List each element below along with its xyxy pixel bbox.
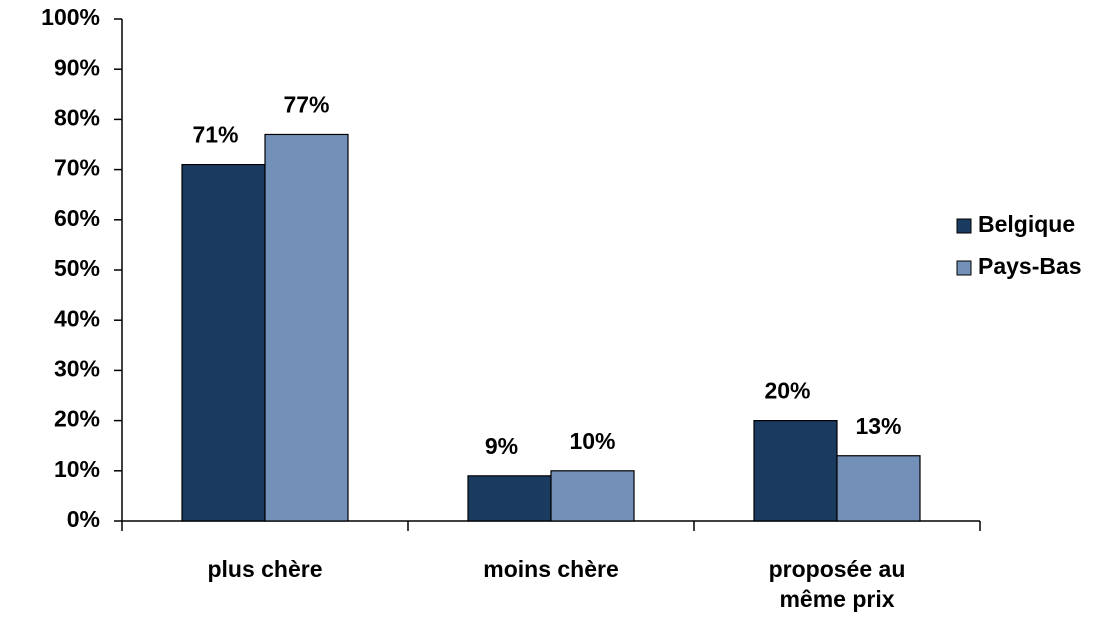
legend-swatch <box>956 218 972 234</box>
data-label: 10% <box>569 428 615 454</box>
y-tick-label: 60% <box>54 205 100 231</box>
bar <box>181 163 266 522</box>
bar <box>753 420 838 522</box>
legend-label: Belgique <box>978 211 1075 237</box>
y-tick-label: 20% <box>54 406 100 432</box>
x-tick-label: plus chère <box>207 556 322 582</box>
bar <box>467 475 552 522</box>
data-label: 13% <box>855 413 901 439</box>
legend-label: Pays-Bas <box>978 253 1082 279</box>
y-tick-label: 40% <box>54 305 100 331</box>
legend-swatch <box>956 260 972 276</box>
x-tick-label: moins chère <box>483 556 619 582</box>
data-label: 9% <box>485 433 518 459</box>
data-label: 77% <box>283 92 329 118</box>
x-tick-label: proposée au même prix <box>769 556 906 612</box>
y-tick-label: 100% <box>41 4 100 30</box>
data-label: 20% <box>764 378 810 404</box>
y-tick-label: 70% <box>54 155 100 181</box>
bar <box>264 133 349 522</box>
y-tick-label: 30% <box>54 355 100 381</box>
y-tick-label: 90% <box>54 54 100 80</box>
y-tick-label: 10% <box>54 456 100 482</box>
bar <box>550 470 635 522</box>
bar <box>836 455 921 522</box>
data-label: 71% <box>192 122 238 148</box>
y-tick-label: 0% <box>67 506 100 532</box>
y-tick-label: 80% <box>54 104 100 130</box>
y-tick-label: 50% <box>54 255 100 281</box>
